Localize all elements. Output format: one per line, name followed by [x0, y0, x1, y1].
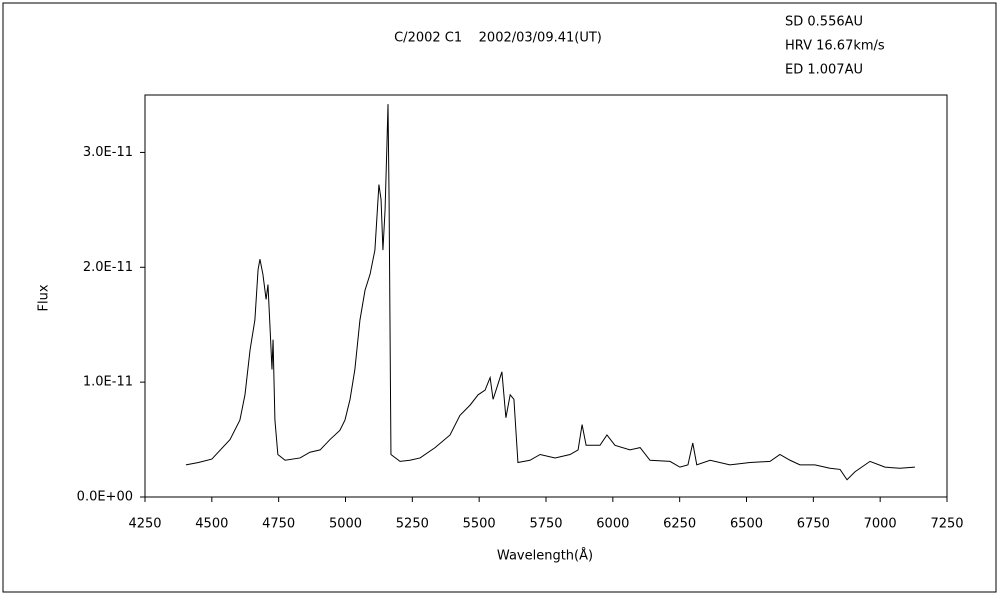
- annotation: SD 0.556AU: [785, 15, 863, 30]
- x-axis-label: Wavelength(Å): [497, 548, 593, 564]
- plot-area: [144, 94, 948, 498]
- x-tick-label: 4500: [195, 517, 228, 532]
- x-tick-label: 5500: [463, 517, 496, 532]
- x-tick-label: 5250: [396, 517, 429, 532]
- x-tick-label: 6750: [797, 517, 830, 532]
- x-tick-label: 4250: [128, 517, 161, 532]
- x-tick-label: 7250: [930, 517, 963, 532]
- y-tick-label: 1.0E-11: [83, 375, 133, 390]
- y-axis-label: Flux: [37, 284, 52, 311]
- x-tick-label: 7000: [864, 517, 897, 532]
- x-tick-label: 6250: [663, 517, 696, 532]
- spectrum-line: [185, 104, 915, 481]
- x-tick-label: 5750: [529, 517, 562, 532]
- x-tick-label: 5000: [329, 517, 362, 532]
- annotation: ED 1.007AU: [785, 63, 863, 78]
- x-tick-label: 6000: [596, 517, 629, 532]
- chart-title: C/2002 C1 2002/03/09.41(UT): [394, 31, 602, 46]
- y-tick-label: 3.0E-11: [83, 145, 133, 160]
- x-tick-label: 6500: [730, 517, 763, 532]
- y-tick-label: 2.0E-11: [83, 260, 133, 275]
- y-tick-label: 0.0E+00: [77, 490, 133, 505]
- annotation: HRV 16.67km/s: [785, 39, 885, 54]
- x-tick-label: 4750: [262, 517, 295, 532]
